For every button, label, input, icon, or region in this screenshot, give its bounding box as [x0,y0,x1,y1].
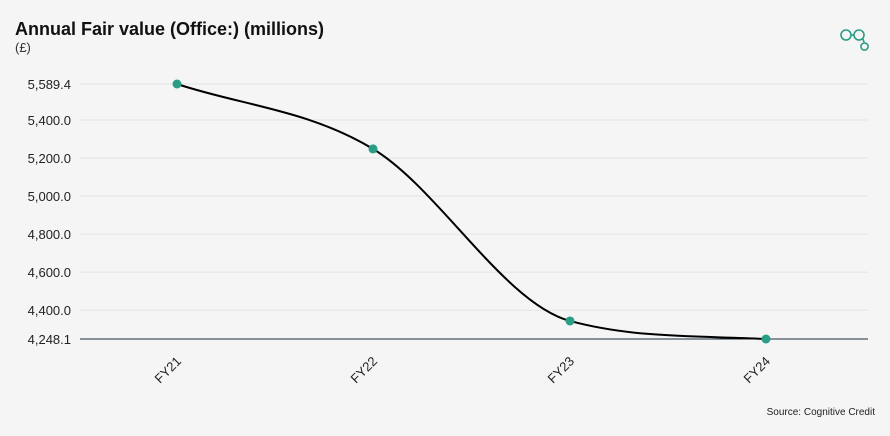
y-tick-label: 4,400.0 [28,303,71,318]
x-tick-label: FY23 [545,354,578,387]
y-tick-label: 5,000.0 [28,189,71,204]
data-point [761,334,771,344]
source-note: Source: Cognitive Credit [766,407,875,418]
data-point [565,316,575,326]
x-tick-label: FY22 [348,354,381,387]
x-tick-label: FY24 [741,354,774,387]
data-point [368,144,378,154]
y-tick-label: 5,400.0 [28,113,71,128]
y-tick-label: 5,200.0 [28,151,71,166]
data-point [172,79,182,89]
y-tick-label: 5,589.4 [28,77,71,92]
y-tick-label: 4,248.1 [28,332,71,347]
series-line [176,83,767,340]
cognitive-credit-logo-icon [840,27,870,58]
y-tick-label: 4,800.0 [28,227,71,242]
chart-unit-label: (£) [15,40,31,55]
y-tick-label: 4,600.0 [28,265,71,280]
chart-title: Annual Fair value (Office:) (millions) [15,19,325,39]
x-tick-label: FY21 [152,354,185,387]
